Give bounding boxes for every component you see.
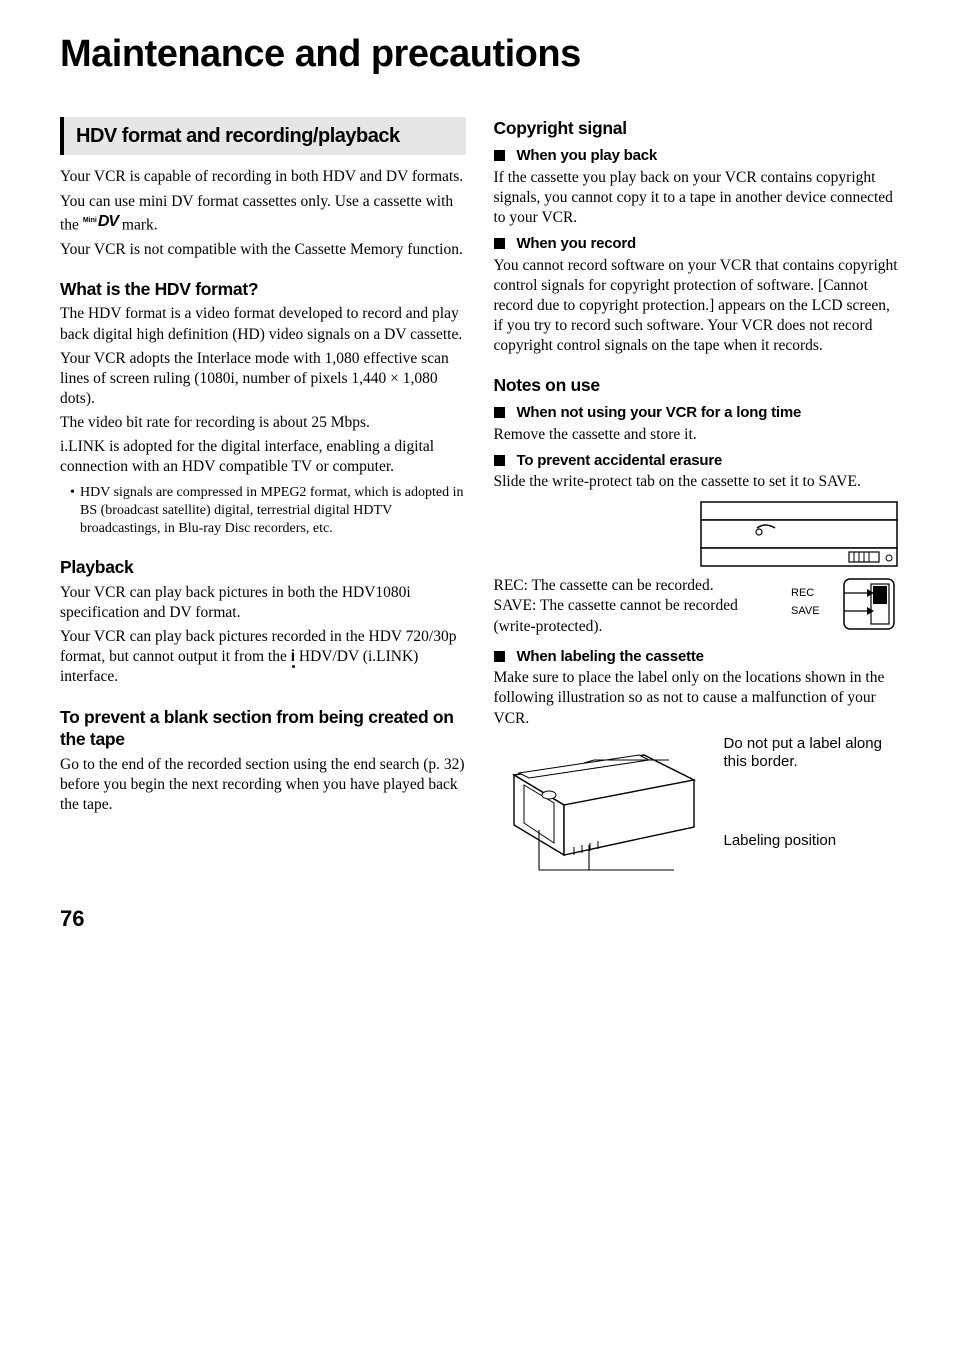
page-number: 76 [60, 905, 899, 934]
heading-playback: Playback [60, 556, 466, 579]
intro-2a: You can use mini DV format cassettes onl… [60, 193, 453, 234]
two-column-layout: HDV format and recording/playback Your V… [60, 117, 899, 874]
cassette-top-figure [699, 500, 899, 570]
what-bullet-item: HDV signals are compressed in MPEG2 form… [70, 484, 466, 539]
intro-para-2: You can use mini DV format cassettes onl… [60, 192, 466, 236]
subheading-when-record: When you record [494, 234, 900, 254]
what-p1: The HDV format is a video format develop… [60, 304, 466, 344]
playback-p1: Your VCR can play back pictures in both … [60, 583, 466, 623]
square-bullet-icon [494, 407, 505, 418]
intro-2b: mark. [122, 216, 158, 233]
intro-para-1: Your VCR is capable of recording in both… [60, 167, 466, 187]
labeling-p: Make sure to place the label only on the… [494, 668, 900, 728]
subheading-long-time: When not using your VCR for a long time [494, 403, 900, 423]
ilink-icon: i [291, 647, 295, 667]
playback-p2: Your VCR can play back pictures recorded… [60, 627, 466, 687]
h-record-text: When you record [516, 235, 636, 252]
left-column: HDV format and recording/playback Your V… [60, 117, 466, 874]
heading-notes-on-use: Notes on use [494, 374, 900, 397]
heading-blank-section: To prevent a blank section from being cr… [60, 706, 466, 752]
save-desc: SAVE: The cassette cannot be recorded (w… [494, 597, 738, 634]
subheading-erasure: To prevent accidental erasure [494, 451, 900, 471]
square-bullet-icon [494, 455, 505, 466]
what-bullet-list: HDV signals are compressed in MPEG2 form… [60, 484, 466, 539]
longtime-p: Remove the cassette and store it. [494, 425, 900, 445]
minidv-icon: MiniDV [83, 212, 118, 233]
rec-label-text: REC [791, 587, 814, 599]
what-p2: Your VCR adopts the Interlace mode with … [60, 349, 466, 409]
cassette-3d-figure [494, 735, 714, 875]
h-play-text: When you play back [516, 147, 657, 164]
square-bullet-icon [494, 150, 505, 161]
heading-copyright-signal: Copyright signal [494, 117, 900, 140]
rec-desc: REC: The cassette can be recorded. [494, 577, 714, 594]
callout-no-label-border: Do not put a label along this border. [724, 735, 900, 773]
subheading-when-play-back: When you play back [494, 146, 900, 166]
h-longtime-text: When not using your VCR for a long time [516, 404, 801, 421]
callout-labeling-position: Labeling position [724, 832, 900, 851]
h-erasure-text: To prevent accidental erasure [516, 452, 722, 469]
rec-save-row: REC: The cassette can be recorded. SAVE:… [494, 576, 900, 636]
h-labeling-text: When labeling the cassette [516, 648, 703, 665]
record-p: You cannot record software on your VCR t… [494, 256, 900, 357]
heading-what-is-hdv: What is the HDV format? [60, 278, 466, 301]
square-bullet-icon [494, 651, 505, 662]
play-p: If the cassette you play back on your VC… [494, 168, 900, 228]
right-column: Copyright signal When you play back If t… [494, 117, 900, 874]
square-bullet-icon [494, 238, 505, 249]
erasure-p: Slide the write-protect tab on the casse… [494, 472, 900, 492]
what-p4: i.LINK is adopted for the digital interf… [60, 437, 466, 477]
save-label-text: SAVE [791, 605, 820, 617]
rec-save-switch-figure: REC SAVE [789, 576, 899, 636]
subheading-labeling: When labeling the cassette [494, 647, 900, 667]
intro-para-3: Your VCR is not compatible with the Cass… [60, 240, 466, 260]
page-title: Maintenance and precautions [60, 30, 899, 79]
blank-p: Go to the end of the recorded section us… [60, 755, 466, 815]
section-heading-hdv: HDV format and recording/playback [60, 117, 466, 155]
what-p3: The video bit rate for recording is abou… [60, 413, 466, 433]
